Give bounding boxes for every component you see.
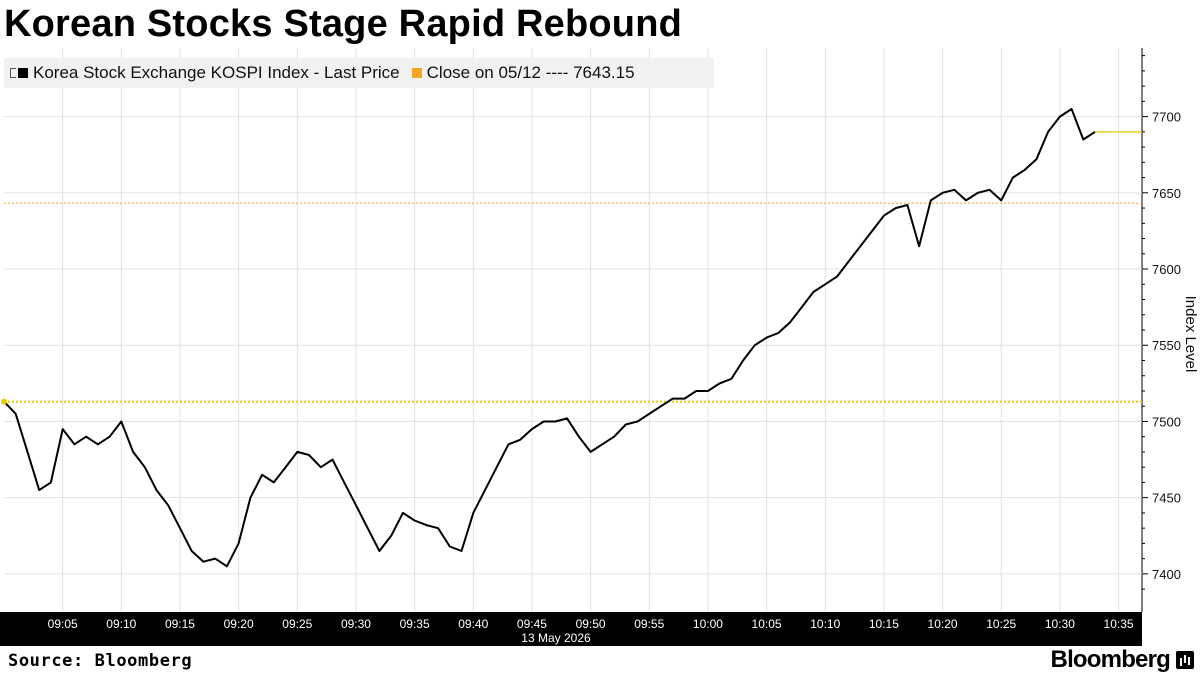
source-note: Source: Bloomberg <box>8 651 193 671</box>
y-axis-label: Index Level <box>1182 296 1199 373</box>
bloomberg-logo: Bloomberg <box>1050 646 1171 673</box>
open-marker <box>1 398 7 405</box>
legend-bracket-icon <box>10 68 16 78</box>
time-axis-bar <box>0 612 1142 646</box>
y-tick-label: 7500 <box>1152 414 1181 429</box>
legend-close-key: Close on 05/12 ---- 7643.15 <box>411 63 635 83</box>
legend-series-swatch <box>18 68 28 78</box>
y-tick-label: 7400 <box>1152 567 1181 582</box>
bloomberg-chart-icon <box>1176 651 1194 669</box>
y-tick-label: 7650 <box>1152 186 1181 201</box>
y-tick-label: 7550 <box>1152 338 1181 353</box>
y-tick-label: 7600 <box>1152 262 1181 277</box>
kospi-price-line <box>3 108 1096 568</box>
legend-close-label: Close on 05/12 ---- 7643.15 <box>426 63 635 82</box>
y-tick-label: 7450 <box>1152 491 1181 506</box>
legend-series-key: Korea Stock Exchange KOSPI Index - Last … <box>4 63 400 83</box>
chart-title: Korean Stocks Stage Rapid Rebound <box>4 3 683 45</box>
y-tick-label: 7700 <box>1152 110 1181 125</box>
legend-series-label: Korea Stock Exchange KOSPI Index - Last … <box>33 63 400 82</box>
legend-close-swatch <box>411 68 422 78</box>
chart-legend: Korea Stock Exchange KOSPI Index - Last … <box>4 58 714 88</box>
